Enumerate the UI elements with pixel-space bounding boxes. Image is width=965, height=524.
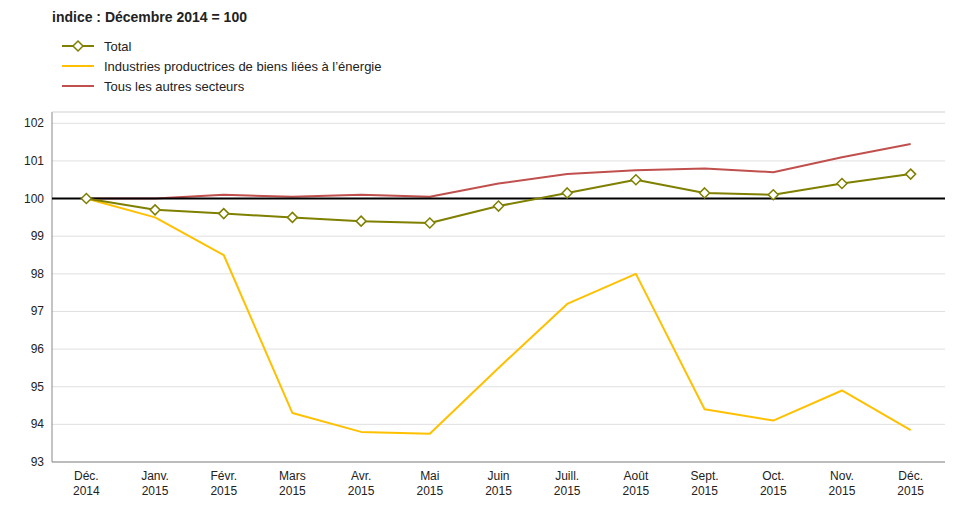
x-tick-label: Mars2015 [279,469,306,498]
legend-marker [73,41,83,51]
legend-swatch [62,85,94,87]
y-tick-label: 96 [31,342,45,356]
x-tick-label: Juin2015 [485,469,512,498]
grid-line [52,198,945,199]
x-tick-label: Févr.2015 [210,469,237,498]
legend-label: Industries productrices de biens liées à… [104,59,382,74]
grid-line [52,424,945,425]
legend-label: Tous les autres secteurs [104,79,245,94]
point-marker [356,216,366,226]
grid-line [52,311,945,312]
grid-line [52,236,945,237]
series [86,144,910,199]
grid-line [52,160,945,161]
point-marker [837,179,847,189]
point-marker [81,194,91,204]
grid-line [52,386,945,387]
point-marker [287,212,297,222]
point-marker [906,169,916,179]
x-tick-label: Déc.2015 [897,469,924,498]
y-axis: 93 94 95 96 97 98 99 100 101 102 [24,112,945,469]
y-tick-label: 97 [31,304,45,318]
x-tick-label: Déc.2014 [73,469,100,498]
legend: Total Industries productrices de biens li… [62,39,382,94]
series-line [86,199,910,434]
title: indice : Décembre 2014 = 100 [52,9,247,25]
y-tick-label: 95 [31,380,45,394]
x-tick-label: Mai2015 [416,469,443,498]
point-marker [700,188,710,198]
point-marker [219,209,229,219]
point-marker [768,190,778,200]
grid-line [52,123,945,124]
series-line [86,174,910,223]
point-marker [494,201,504,211]
x-tick-label: Sept.2015 [691,469,719,498]
y-tick-label: 101 [24,154,44,168]
point-marker [425,218,435,228]
x-tick-label: Oct.2015 [760,469,787,498]
series [86,199,910,434]
y-tick-label: 102 [24,116,44,130]
chart: indice : Décembre 2014 = 100 Total Industr… [0,0,965,524]
y-tick-label: 100 [24,192,44,206]
series [81,169,915,228]
x-tick-label: Août2015 [623,469,650,498]
y-tick-label: 99 [31,229,45,243]
x-axis: Déc.2014 Janv.2015 Févr.2015 Mars2015 Avr.20… [73,469,924,498]
point-marker [150,205,160,215]
series-line [86,144,910,199]
grid-line [52,273,945,274]
point-marker [562,188,572,198]
grid-line [52,349,945,350]
grid-line [52,462,945,463]
y-tick-label: 94 [31,417,45,431]
x-tick-label: Nov.2015 [829,469,856,498]
y-axis-line [52,112,53,462]
plot-area [52,144,945,434]
x-axis-line [52,462,945,463]
x-tick-label: Janv.2015 [141,469,169,498]
y-tick-label: 93 [31,455,45,469]
x-tick-label: Avr.2015 [348,469,375,498]
reference-line [52,198,945,200]
legend-swatch [62,65,94,67]
x-tick-label: Juill.2015 [554,469,581,498]
legend-label: Total [104,39,132,54]
plot-top-edge [52,112,945,113]
point-marker [631,175,641,185]
y-tick-label: 98 [31,267,45,281]
